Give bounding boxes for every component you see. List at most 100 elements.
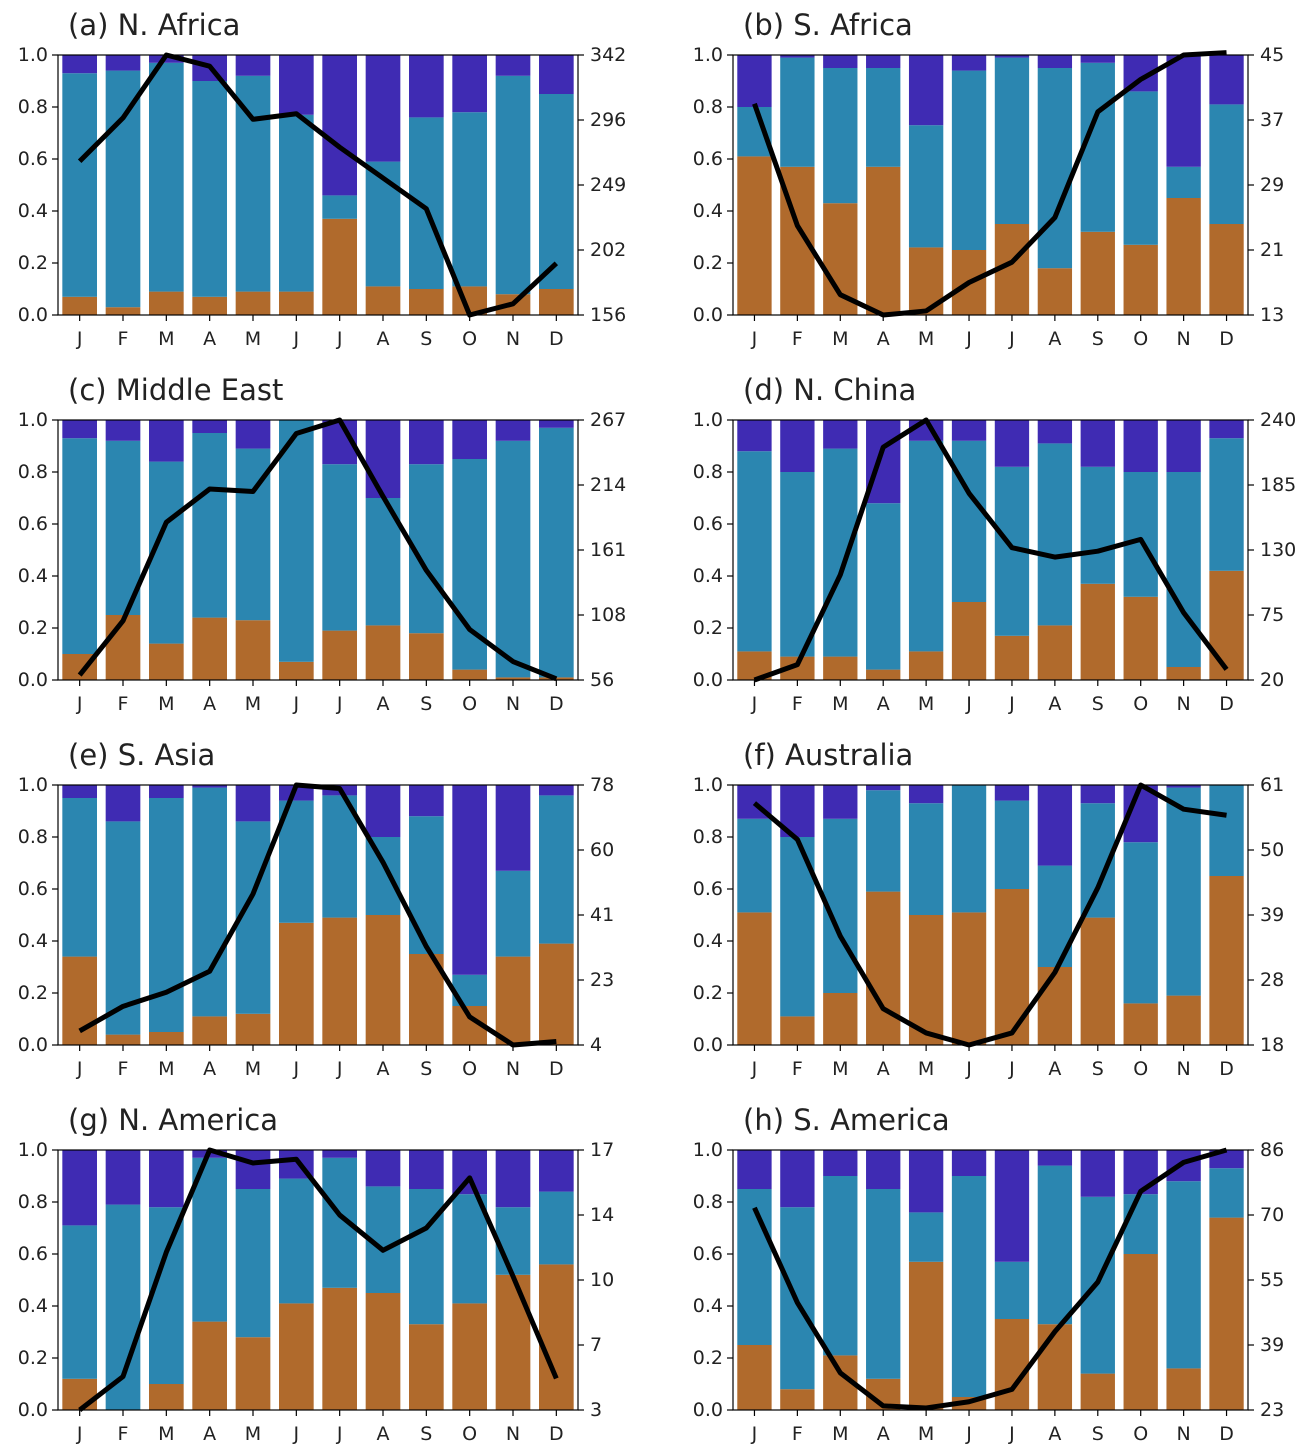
x-tick-label: J bbox=[293, 693, 300, 715]
bar-top-segment bbox=[1080, 1150, 1115, 1197]
bar-top-segment bbox=[192, 785, 227, 788]
bar-top-segment bbox=[1166, 420, 1201, 472]
x-tick-label: O bbox=[1133, 328, 1148, 350]
y2-tick-label: 41 bbox=[590, 904, 614, 926]
x-tick-label: N bbox=[1177, 1423, 1191, 1445]
y-tick-label: 0.6 bbox=[18, 1243, 48, 1265]
y-tick-label: 0.6 bbox=[18, 148, 48, 170]
y2-tick-label: 214 bbox=[590, 474, 626, 496]
chart-panel-7: (g) N. America 0.0 0.2 0.4 0.6 0.8 1.0 3 7 10 14 17… bbox=[18, 1103, 614, 1445]
bar-middle-segment bbox=[365, 161, 401, 287]
y-tick-label: 0.8 bbox=[693, 96, 723, 118]
y2-tick-label: 14 bbox=[590, 1204, 614, 1226]
line-series bbox=[752, 782, 1227, 1048]
bar-bottom-segment bbox=[1166, 198, 1201, 315]
x-tick-label: S bbox=[1092, 328, 1104, 350]
bar-middle-segment bbox=[495, 75, 531, 295]
y2-tick-label: 17 bbox=[590, 1139, 614, 1161]
bar-middle-segment bbox=[1166, 1181, 1201, 1369]
x-tick-label: M bbox=[158, 1058, 174, 1080]
bar-top-segment bbox=[994, 785, 1030, 801]
bar-top-segment bbox=[149, 1150, 184, 1208]
y-tick-label: 0.4 bbox=[18, 200, 48, 222]
bar-bottom-segment bbox=[62, 296, 97, 315]
x-tick-label: J bbox=[76, 1058, 83, 1080]
x-tick-label: N bbox=[506, 328, 520, 350]
x-tick-label: A bbox=[1048, 1058, 1061, 1080]
x-tick-label: J bbox=[76, 328, 83, 350]
bar-top-segment bbox=[1080, 785, 1115, 804]
y-tick-label: 0.4 bbox=[693, 200, 723, 222]
bar-bottom-segment bbox=[1209, 224, 1244, 315]
bar-middle-segment bbox=[235, 75, 271, 292]
bar-bottom-segment bbox=[1166, 667, 1201, 680]
bar-middle-segment bbox=[495, 1207, 531, 1275]
y-tick-label: 1.0 bbox=[18, 1139, 48, 1161]
x-tick-label: S bbox=[420, 693, 432, 715]
x-tick-label: M bbox=[832, 328, 848, 350]
x-tick-label: J bbox=[293, 1058, 300, 1080]
bar-middle-segment bbox=[322, 464, 357, 631]
x-tick-label: A bbox=[1048, 693, 1061, 715]
bar-middle-segment bbox=[62, 73, 97, 297]
bar-top-segment bbox=[235, 1150, 271, 1189]
y-tick-label: 0.6 bbox=[693, 148, 723, 170]
bar-top-segment bbox=[823, 420, 858, 449]
bar-bottom-segment bbox=[737, 156, 772, 315]
bar-middle-segment bbox=[1080, 466, 1115, 584]
x-tick-label: M bbox=[918, 1423, 934, 1445]
bar-middle-segment bbox=[951, 785, 987, 913]
bar-middle-segment bbox=[279, 800, 314, 923]
bar-top-segment bbox=[1166, 55, 1201, 167]
bar-middle-segment bbox=[1037, 443, 1073, 626]
x-tick-label: F bbox=[792, 1058, 803, 1080]
bar-bottom-segment bbox=[452, 1303, 487, 1410]
x-tick-label: M bbox=[832, 1423, 848, 1445]
bar-top-segment bbox=[235, 55, 271, 76]
bar-top-segment bbox=[539, 1150, 574, 1192]
bar-top-segment bbox=[780, 420, 815, 472]
y-tick-label: 1.0 bbox=[18, 44, 48, 66]
x-tick-label: S bbox=[420, 1058, 432, 1080]
chart-panel-8: (h) S. America 0.0 0.2 0.4 0.6 0.8 1.0 23 39 55 70… bbox=[693, 1103, 1284, 1445]
bar-top-segment bbox=[149, 420, 184, 462]
bar-middle-segment bbox=[737, 818, 772, 913]
x-tick-label: J bbox=[1008, 328, 1015, 350]
bar-middle-segment bbox=[994, 57, 1030, 224]
bar-bottom-segment bbox=[539, 1264, 574, 1410]
bar-bottom-segment bbox=[1123, 244, 1158, 315]
y-tick-label: 0.0 bbox=[693, 1034, 723, 1056]
bar-middle-segment bbox=[409, 816, 444, 954]
bar-top-segment bbox=[452, 420, 487, 459]
bar-middle-segment bbox=[149, 1207, 184, 1384]
bar-top-segment bbox=[105, 420, 141, 441]
bar-top-segment bbox=[409, 1150, 444, 1189]
bar-middle-segment bbox=[539, 1191, 574, 1265]
bar-bottom-segment bbox=[495, 1274, 531, 1410]
x-tick-label: S bbox=[420, 1423, 432, 1445]
bar-bottom-segment bbox=[1080, 583, 1115, 680]
y-tick-label: 0.4 bbox=[18, 930, 48, 952]
bar-bottom-segment bbox=[908, 915, 944, 1045]
bar-top-segment bbox=[1209, 55, 1244, 105]
x-tick-label: A bbox=[877, 1058, 890, 1080]
bar-middle-segment bbox=[951, 440, 987, 602]
chart-panel-6: (f) Australia 0.0 0.2 0.4 0.6 0.8 1.0 18 28 39 50 6… bbox=[693, 738, 1284, 1080]
y2-tick-label: 86 bbox=[1260, 1139, 1284, 1161]
x-tick-label: A bbox=[877, 693, 890, 715]
x-tick-label: O bbox=[462, 693, 477, 715]
y-tick-label: 0.8 bbox=[18, 826, 48, 848]
bar-top-segment bbox=[409, 420, 444, 465]
bar-top-segment bbox=[1080, 55, 1115, 63]
x-tick-label: N bbox=[1177, 693, 1191, 715]
y2-tick-label: 185 bbox=[1260, 474, 1296, 496]
bar-top-segment bbox=[452, 785, 487, 975]
y-tick-label: 0.6 bbox=[18, 513, 48, 535]
bar-middle-segment bbox=[908, 125, 944, 248]
x-tick-label: F bbox=[792, 328, 803, 350]
bar-top-segment bbox=[495, 785, 531, 871]
bar-middle-segment bbox=[866, 503, 901, 670]
bar-top-segment bbox=[866, 1150, 901, 1189]
bar-middle-segment bbox=[1123, 1194, 1158, 1254]
